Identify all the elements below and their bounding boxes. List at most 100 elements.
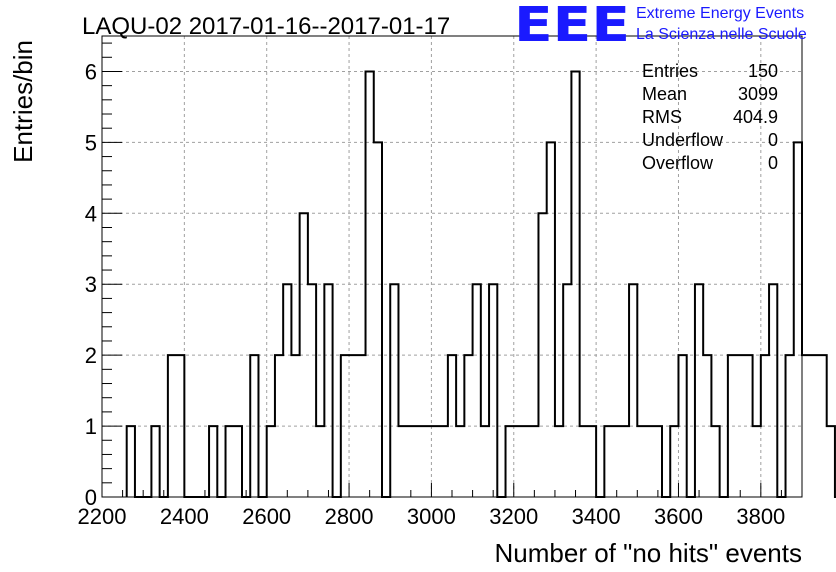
x-tick-label: 3600 bbox=[654, 504, 703, 529]
stats-row: Overflow 0 bbox=[642, 153, 778, 173]
histogram-bin bbox=[646, 426, 654, 497]
histogram-bin bbox=[744, 355, 752, 497]
histogram-bin bbox=[827, 426, 835, 497]
histogram-bin bbox=[324, 284, 332, 497]
logo-letters: EEE bbox=[514, 0, 630, 53]
x-tick-label: 2600 bbox=[242, 504, 291, 529]
stats-row: Underflow 0 bbox=[642, 130, 778, 150]
histogram-bin bbox=[209, 426, 217, 497]
histogram-bin bbox=[728, 355, 736, 497]
histogram-bin bbox=[481, 426, 489, 497]
histogram-bin bbox=[604, 426, 612, 497]
x-tick-label: 3000 bbox=[407, 504, 456, 529]
histogram-bin bbox=[629, 284, 637, 497]
x-tick-label: 2800 bbox=[325, 504, 374, 529]
histogram-bin bbox=[769, 284, 777, 497]
histogram-bin bbox=[810, 355, 818, 497]
stats-value: 3099 bbox=[738, 84, 778, 104]
stats-row: Entries 150 bbox=[642, 61, 778, 81]
histogram-bin bbox=[316, 426, 324, 497]
histogram-bin bbox=[621, 426, 629, 497]
histogram-bin bbox=[538, 213, 546, 497]
y-tick-label: 2 bbox=[85, 343, 97, 368]
logo-line-1: Extreme Energy Events bbox=[636, 5, 804, 22]
y-tick-label: 0 bbox=[85, 485, 97, 510]
x-tick-label: 3800 bbox=[736, 504, 785, 529]
histogram-bin bbox=[275, 355, 283, 497]
histogram-bin bbox=[514, 426, 522, 497]
histogram-bin bbox=[415, 426, 423, 497]
stats-value: 0 bbox=[768, 153, 778, 173]
histogram-bin bbox=[473, 284, 481, 497]
histogram-bin bbox=[563, 284, 571, 497]
histogram-bin bbox=[291, 355, 299, 497]
histogram-bin bbox=[398, 426, 406, 497]
histogram-bin bbox=[366, 71, 374, 497]
histogram-bin bbox=[753, 426, 761, 497]
histogram-bin bbox=[250, 355, 258, 497]
eee-logo: EEE Extreme Energy Events La Scienza nel… bbox=[514, 0, 807, 53]
histogram-series bbox=[125, 70, 836, 498]
stats-label: Overflow bbox=[642, 153, 714, 173]
histogram-bin bbox=[670, 426, 678, 497]
histogram-bin bbox=[580, 426, 588, 497]
chart-title: LAQU-02 2017-01-16--2017-01-17 bbox=[82, 13, 450, 40]
logo-line-2: La Scienza nelle Scuole bbox=[636, 26, 807, 43]
stats-value: 0 bbox=[768, 130, 778, 150]
histogram-bin bbox=[168, 355, 176, 497]
histogram-bin bbox=[448, 355, 456, 497]
histogram-bin bbox=[613, 426, 621, 497]
histogram-bin bbox=[374, 142, 382, 497]
histogram-bin bbox=[786, 355, 794, 497]
histogram-bin bbox=[695, 284, 703, 497]
histogram-bin bbox=[711, 426, 719, 497]
stats-value: 404.9 bbox=[733, 107, 778, 127]
stats-label: Mean bbox=[642, 84, 687, 104]
histogram-bin bbox=[571, 71, 579, 497]
stats-row: RMS 404.9 bbox=[642, 107, 778, 127]
y-tick-label: 6 bbox=[85, 59, 97, 84]
histogram-bin bbox=[489, 284, 497, 497]
histogram-bin bbox=[818, 355, 826, 497]
y-tick-label: 3 bbox=[85, 272, 97, 297]
histogram-bin bbox=[267, 426, 275, 497]
histogram-bin bbox=[151, 426, 159, 497]
histogram-bin bbox=[357, 355, 365, 497]
histogram-bin bbox=[234, 426, 242, 497]
histogram-bin bbox=[736, 355, 744, 497]
histogram-bin bbox=[654, 426, 662, 497]
histogram-bin bbox=[349, 355, 357, 497]
histogram-bin bbox=[794, 142, 802, 497]
y-tick-label: 1 bbox=[85, 414, 97, 439]
histogram-bin bbox=[802, 355, 810, 497]
histogram-bin bbox=[431, 426, 439, 497]
y-axis-ticks: 0 1 2 3 4 5 6 bbox=[85, 42, 122, 510]
stats-label: Entries bbox=[642, 61, 698, 81]
histogram-bin bbox=[464, 355, 472, 497]
x-axis-ticks: 2200 2400 2600 2800 3000 3200 3400 3600 3800 bbox=[78, 483, 803, 529]
x-tick-label: 3200 bbox=[489, 504, 538, 529]
histogram-bin bbox=[506, 426, 514, 497]
histogram-bin bbox=[407, 426, 415, 497]
stats-label: RMS bbox=[642, 107, 682, 127]
histogram-bin bbox=[300, 213, 308, 497]
x-tick-label: 3400 bbox=[572, 504, 621, 529]
histogram-bin bbox=[530, 426, 538, 497]
x-tick-label: 2400 bbox=[160, 504, 209, 529]
stats-value: 150 bbox=[748, 61, 778, 81]
stats-label: Underflow bbox=[642, 130, 724, 150]
histogram-bin bbox=[423, 426, 431, 497]
stats-row: Mean 3099 bbox=[642, 84, 778, 104]
histogram-bin bbox=[761, 355, 769, 497]
histogram-bin bbox=[547, 142, 555, 497]
histogram-bin bbox=[637, 426, 645, 497]
histogram-bin bbox=[456, 426, 464, 497]
y-tick-label: 5 bbox=[85, 130, 97, 155]
histogram-bin bbox=[226, 426, 234, 497]
y-tick-label: 4 bbox=[85, 201, 97, 226]
histogram-bin bbox=[555, 426, 563, 497]
y-axis-label: Entries/bin bbox=[8, 40, 38, 163]
x-axis-label: Number of "no hits" events bbox=[495, 538, 803, 568]
histogram-bin bbox=[703, 355, 711, 497]
